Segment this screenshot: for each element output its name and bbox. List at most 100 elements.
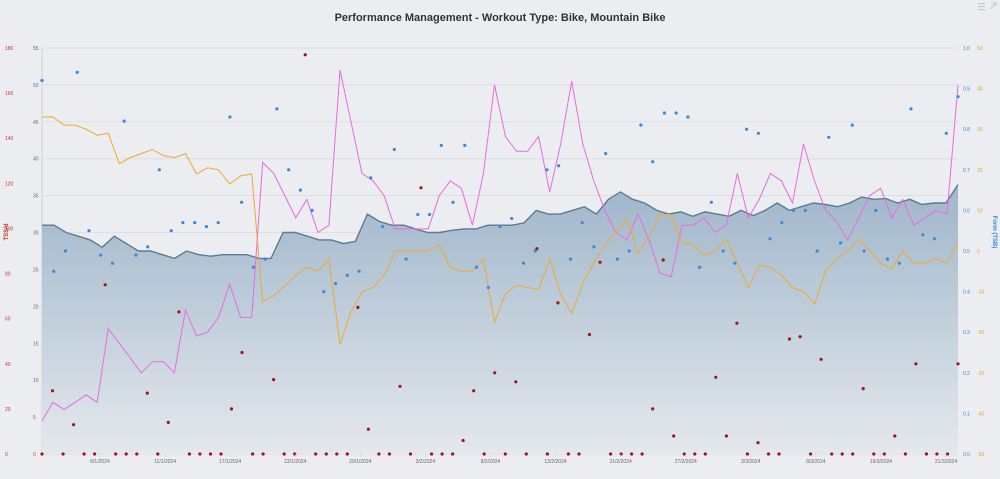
ctl-axis-tick: 10 xyxy=(33,378,39,384)
tss-point xyxy=(872,452,876,456)
tss-point xyxy=(440,452,444,456)
fitness-area-layer xyxy=(42,184,958,454)
x-axis-label: 6/1/2024 xyxy=(90,459,110,465)
tss-point xyxy=(693,452,697,456)
intensity-point xyxy=(287,168,291,172)
tss-point xyxy=(166,420,170,424)
intensity-point xyxy=(87,229,91,233)
intensity-point xyxy=(686,115,690,119)
intensity-point xyxy=(275,107,279,111)
intensity-point xyxy=(498,225,502,229)
intensity-point xyxy=(627,249,631,253)
intensity-point xyxy=(146,245,150,249)
tss-point xyxy=(314,452,318,456)
intensity-point xyxy=(568,257,573,261)
if-axis-tick: 0.9 xyxy=(963,87,970,93)
tss-point xyxy=(630,452,634,456)
intensity-point xyxy=(463,143,467,147)
x-axis-label: 11/1/2024 xyxy=(154,459,176,465)
intensity-point xyxy=(733,261,737,265)
tss-point xyxy=(524,452,528,456)
tss-axis-tick: 140 xyxy=(5,136,14,142)
if-axis-tick: 0.7 xyxy=(963,168,970,174)
expand-icon[interactable] xyxy=(989,2,997,10)
tss-point xyxy=(377,452,381,456)
if-axis-tick: 0.0 xyxy=(963,452,970,458)
intensity-point xyxy=(75,70,79,74)
intensity-point xyxy=(240,200,244,204)
x-axis-label: 23/1/2024 xyxy=(284,459,306,465)
intensity-point xyxy=(944,131,948,135)
intensity-point xyxy=(815,249,819,253)
intensity-point xyxy=(404,257,408,261)
tss-point xyxy=(219,452,223,456)
tss-axis-tick: 0 xyxy=(5,452,8,458)
tss-point xyxy=(830,452,834,456)
tss-point xyxy=(903,452,908,456)
if-axis-tick: 0.8 xyxy=(963,127,970,133)
x-axis-label: 21/2/2024 xyxy=(609,459,631,465)
form-axis-tick: 0 xyxy=(977,249,980,255)
intensity-point xyxy=(52,269,56,273)
intensity-point xyxy=(122,119,126,123)
tss-point xyxy=(408,452,413,456)
intensity-point xyxy=(850,123,854,127)
ctl-axis-tick: 45 xyxy=(33,120,39,126)
x-axis-label: 8/2/2024 xyxy=(481,459,501,465)
intensity-point xyxy=(298,188,302,192)
intensity-point xyxy=(909,107,913,111)
tss-point xyxy=(272,378,276,382)
form-axis-tick: -20 xyxy=(977,330,984,336)
tss-axis-tick: 180 xyxy=(5,46,14,52)
if-axis-tick: 0.5 xyxy=(963,249,970,255)
intensity-point xyxy=(157,168,161,172)
tss-point xyxy=(924,452,929,456)
intensity-point xyxy=(839,241,843,245)
intensity-point xyxy=(932,237,937,241)
tss-point xyxy=(809,452,813,456)
tss-point xyxy=(777,452,781,456)
intensity-point xyxy=(921,233,925,237)
x-axis-label: 13/2/2024 xyxy=(544,459,566,465)
tss-point xyxy=(114,452,118,456)
menu-icon[interactable] xyxy=(978,3,985,11)
intensity-point xyxy=(345,273,349,277)
intensity-point xyxy=(639,123,643,127)
tss-point xyxy=(682,452,686,456)
intensity-point xyxy=(580,221,584,225)
tss-point xyxy=(514,380,518,384)
x-axis-label: 29/1/2024 xyxy=(349,459,371,465)
fitness-area xyxy=(42,184,958,454)
tss-axis-tick: 100 xyxy=(5,226,14,232)
form-axis-tick: 30 xyxy=(977,127,983,133)
tss-point xyxy=(419,186,423,190)
intensity-point xyxy=(228,115,232,119)
intensity-point xyxy=(662,111,667,115)
intensity-point xyxy=(251,265,255,269)
tss-point xyxy=(882,452,886,456)
intensity-point xyxy=(510,216,514,221)
tss-point xyxy=(672,434,676,438)
tss-point xyxy=(356,305,360,309)
tss-point xyxy=(240,350,244,355)
ctl-axis-tick: 50 xyxy=(33,83,39,89)
ctl-axis-tick: 15 xyxy=(33,341,39,347)
tss-axis-tick: 160 xyxy=(5,91,14,97)
intensity-point xyxy=(181,221,185,225)
tss-point xyxy=(756,441,760,445)
form-line xyxy=(42,116,959,345)
tss-point xyxy=(82,452,86,456)
intensity-point xyxy=(803,208,807,212)
ctl-axis-tick: 35 xyxy=(33,194,39,200)
intensity-point xyxy=(263,257,267,261)
intensity-point xyxy=(427,212,432,217)
tss-point xyxy=(714,375,718,379)
x-axis-label: 17/1/2024 xyxy=(219,459,241,465)
tss-point xyxy=(619,452,623,456)
form-axis-tick: -30 xyxy=(977,371,984,377)
ctl-axis-tick: 20 xyxy=(33,304,39,310)
form-axis-tick: 40 xyxy=(977,87,983,93)
intensity-point xyxy=(792,208,796,212)
tss-point xyxy=(387,452,391,456)
tss-point xyxy=(945,452,950,456)
